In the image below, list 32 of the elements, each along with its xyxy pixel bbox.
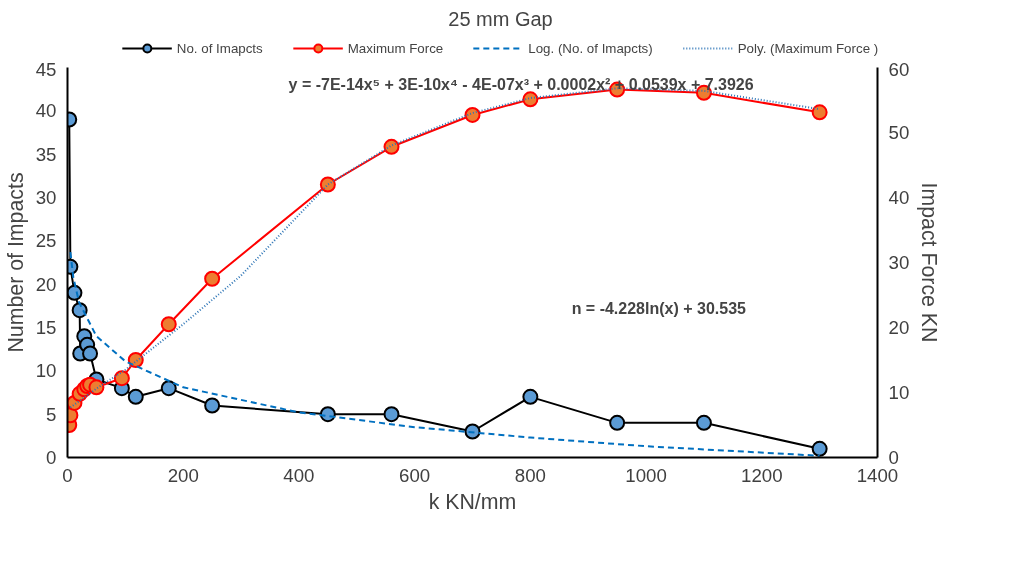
x-tick-label: 0 [62, 464, 73, 486]
x-tick-label: 800 [514, 464, 546, 486]
y-axis-title: Number of Impacts [3, 172, 28, 353]
y2-tick-label: 40 [888, 187, 910, 208]
y-tick-label: 15 [35, 317, 57, 338]
x-tick-label: 400 [283, 464, 315, 486]
legend-label: Maximum Force [347, 40, 444, 56]
y2-tick-label: 60 [888, 58, 910, 80]
x-tick-label: 1000 [625, 464, 667, 486]
chart-title: 25 mm Gap [448, 7, 553, 30]
y-tick-label: 45 [35, 58, 57, 80]
y-tick-label: 35 [35, 143, 57, 165]
y-tick-label: 0 [46, 447, 57, 468]
legend-label: No. of Imapcts [176, 40, 263, 56]
x-axis-title: k KN/mm [428, 489, 517, 514]
y-tick-label: 5 [46, 403, 57, 425]
annotation: n = -4.228ln(x) + 30.535 [571, 300, 747, 318]
y2-axis-title: Impact Force KN [917, 182, 942, 343]
y2-tick-label: 50 [888, 122, 910, 143]
y2-tick-label: 30 [888, 252, 910, 273]
y-tick-label: 30 [35, 187, 57, 208]
x-tick-label: 200 [167, 464, 199, 486]
y2-tick-label: 20 [888, 317, 910, 338]
legend-label: Log. (No. of Imapcts) [528, 40, 653, 56]
legend-label: Poly. (Maximum Force ) [737, 40, 879, 56]
y-tick-label: 40 [35, 100, 57, 122]
x-tick-label: 1200 [741, 464, 783, 486]
y-tick-label: 20 [35, 273, 57, 295]
y-tick-label: 25 [35, 230, 57, 252]
y2-tick-label: 10 [888, 382, 910, 403]
y-tick-label: 10 [35, 360, 57, 382]
x-tick-label: 600 [399, 464, 431, 486]
